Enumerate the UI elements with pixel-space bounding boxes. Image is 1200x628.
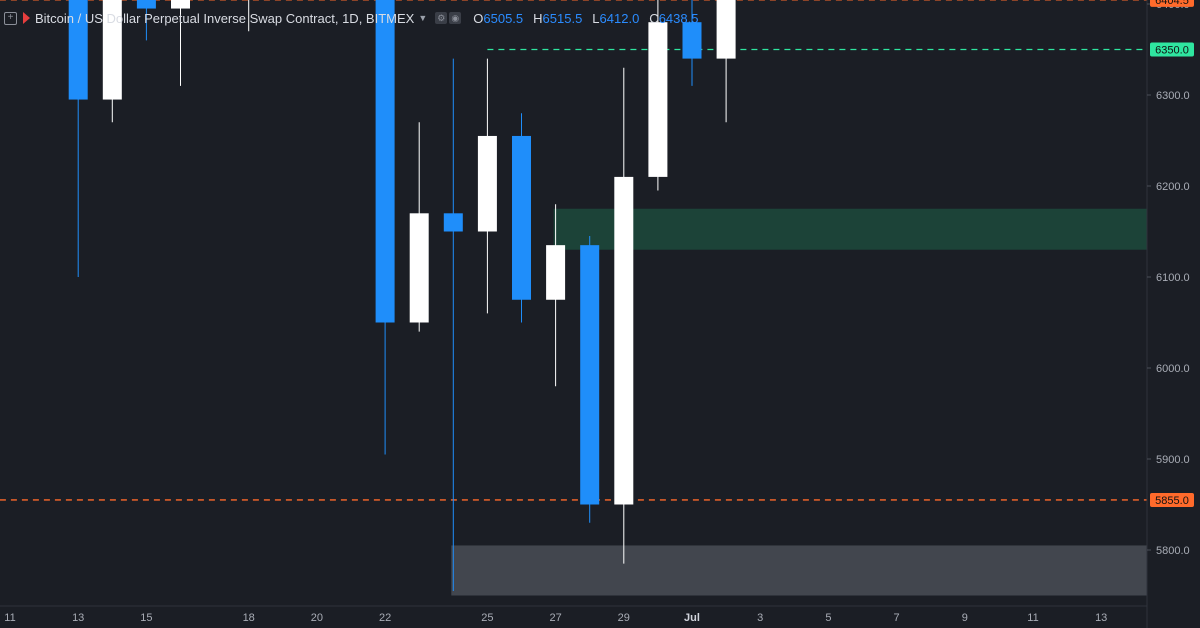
x-tick-label: Jul <box>684 612 700 624</box>
symbol-title[interactable]: Bitcoin / US Dollar Perpetual Inverse Sw… <box>35 10 415 26</box>
ohlc-low: L6412.0 <box>592 10 640 26</box>
x-tick-label: 3 <box>757 612 763 624</box>
candle-4 <box>136 0 156 41</box>
x-tick-label: 7 <box>894 612 900 624</box>
candle-body <box>171 0 190 9</box>
x-tick-label: 15 <box>140 612 152 624</box>
candles-layer <box>68 0 736 591</box>
level-price-label: 6350.0 <box>1155 45 1189 57</box>
zones-layer <box>451 208 1147 596</box>
settings-icon[interactable]: ⚙ <box>435 12 448 24</box>
candle-body <box>716 0 736 59</box>
candle-body <box>409 213 429 323</box>
ohlc-open: O6505.5 <box>473 10 524 26</box>
zone-gray-1 <box>451 545 1147 596</box>
candle-body <box>136 0 156 9</box>
x-tick-label: 11 <box>4 612 15 624</box>
candle-17 <box>580 236 600 523</box>
y-tick-label: 6300.0 <box>1156 90 1190 102</box>
candle-body <box>375 0 395 323</box>
candle-body <box>512 135 531 300</box>
y-tick-label: 6100.0 <box>1156 272 1190 284</box>
candle-13 <box>443 58 463 591</box>
price-axis-background[interactable] <box>1147 0 1200 628</box>
candle-15 <box>512 113 531 323</box>
level-price-label-bg <box>1150 492 1194 507</box>
y-tick-label: 5800.0 <box>1156 545 1190 557</box>
level-price-label-bg <box>1150 42 1194 57</box>
ohlc-close: C6438.5 <box>649 10 699 26</box>
candle-body <box>102 0 122 100</box>
candle-19 <box>648 0 668 191</box>
time-axis[interactable]: 11 13 15 18 20 22 25 27 29 Jul 3 5 7 9 11 13 <box>4 612 1107 624</box>
exchange-flag-icon <box>23 12 30 24</box>
price-axis[interactable]: 5700.05800.05900.06000.06100.06200.06300… <box>1147 0 1190 628</box>
x-tick-label: 11 <box>1027 612 1038 624</box>
candle-body <box>648 22 668 177</box>
x-tick-label: 20 <box>311 612 323 624</box>
candle-20 <box>682 0 702 86</box>
candle-16 <box>546 204 566 387</box>
y-tick-label: 5900.0 <box>1156 454 1190 466</box>
candle-body <box>580 245 600 505</box>
level-price-label-bg <box>1150 0 1194 7</box>
candle-body <box>443 213 463 232</box>
x-tick-label: 13 <box>1095 612 1107 624</box>
x-tick-label: 27 <box>549 612 561 624</box>
candle-12 <box>409 122 429 332</box>
x-tick-label: 25 <box>481 612 493 624</box>
candle-14 <box>477 58 497 314</box>
x-tick-label: 9 <box>962 612 968 624</box>
x-tick-label: 22 <box>379 612 391 624</box>
chart-legend: + Bitcoin / US Dollar Perpetual Inverse … <box>4 10 698 26</box>
candle-body <box>682 22 702 59</box>
ohlc-high: H6515.5 <box>533 10 583 26</box>
y-tick-label: 6000.0 <box>1156 363 1190 375</box>
x-tick-label: 5 <box>825 612 831 624</box>
candle-body <box>68 0 88 100</box>
candle-5 <box>171 0 190 86</box>
x-tick-label: 18 <box>243 612 255 624</box>
zone-green-0 <box>553 208 1147 250</box>
candle-3 <box>102 0 122 123</box>
candle-18 <box>614 67 634 564</box>
candle-21 <box>716 0 736 123</box>
candle-body <box>477 135 497 232</box>
candle-body <box>546 245 566 300</box>
horizontal-lines-layer <box>0 0 1147 501</box>
level-price-label: 6404.5 <box>1155 0 1189 7</box>
x-tick-label: 13 <box>72 612 84 624</box>
level-price-label: 5855.0 <box>1155 495 1189 507</box>
candle-body <box>614 176 634 505</box>
candle-11 <box>375 0 395 455</box>
candle-2 <box>68 0 88 277</box>
expand-icon[interactable]: + <box>4 11 17 25</box>
x-tick-label: 29 <box>618 612 630 624</box>
eye-icon[interactable]: ◉ <box>449 12 462 24</box>
y-tick-label: 6200.0 <box>1156 181 1190 193</box>
chevron-down-icon[interactable]: ▼ <box>418 13 428 23</box>
